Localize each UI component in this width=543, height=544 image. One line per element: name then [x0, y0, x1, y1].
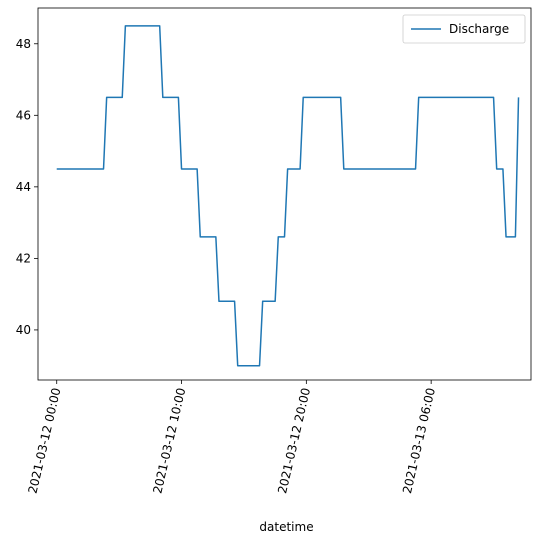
legend-label-discharge: Discharge	[449, 22, 509, 36]
series-line-discharge	[56, 25, 520, 367]
legend-box	[402, 14, 526, 44]
x-tick-label: 2021-03-12 20:00	[275, 386, 313, 495]
y-tick-label: 42	[16, 251, 31, 265]
plot-frame	[37, 7, 532, 381]
x-tick-label: 2021-03-12 00:00	[26, 386, 64, 495]
x-tick-label: 2021-03-13 06:00	[400, 386, 438, 495]
y-tick-label: 48	[16, 37, 31, 51]
x-axis-label: datetime	[259, 520, 313, 534]
y-tick-label: 40	[16, 323, 31, 337]
legend: Discharge	[402, 14, 526, 44]
x-tick-label: 2021-03-12 10:00	[150, 386, 188, 495]
y-tick-label: 44	[16, 180, 31, 194]
series-layer	[56, 25, 520, 367]
x-axis: 2021-03-12 00:00 2021-03-12 10:00 2021-03-…	[26, 380, 438, 495]
plot-area	[37, 7, 532, 381]
y-tick-label: 46	[16, 108, 31, 122]
y-axis: 40 42 44 46 48	[16, 37, 38, 337]
